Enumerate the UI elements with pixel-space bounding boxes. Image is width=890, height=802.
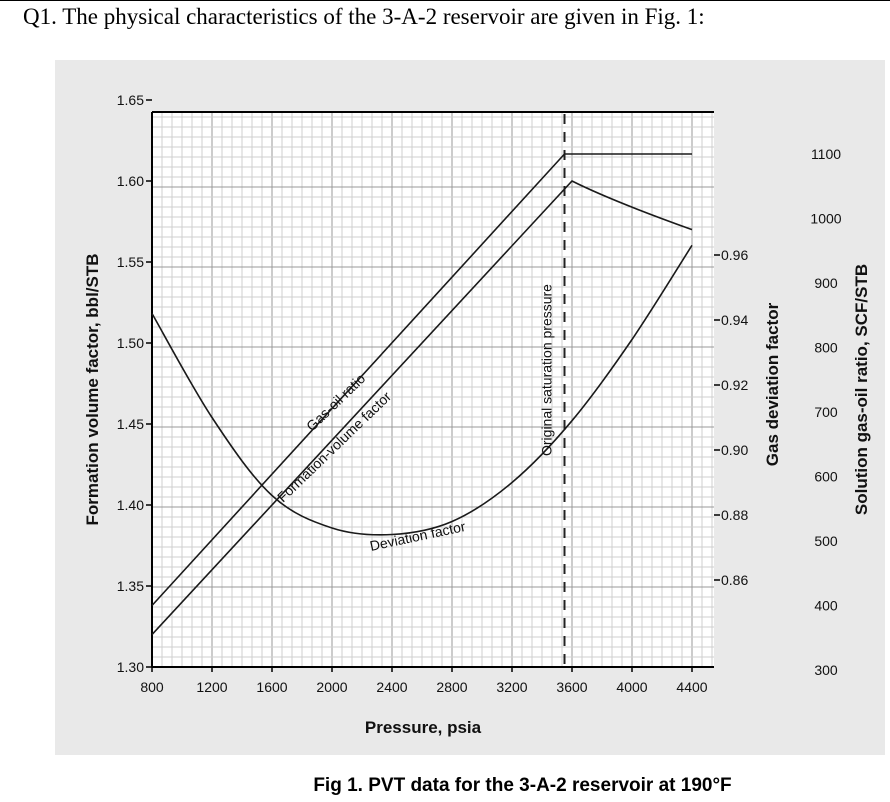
saturation-pressure-label: Original saturation pressure: [539, 284, 555, 456]
right-tick-label: 500: [814, 533, 838, 549]
mid-tick-label: 0.86: [721, 572, 748, 588]
left-tick-label: 1.50: [117, 335, 144, 351]
formation-volume-factor-line: [151, 180, 693, 636]
x-tick-label: 2000: [316, 679, 347, 695]
x-tick-label: 800: [140, 679, 164, 695]
left-tick-label: 1.40: [117, 497, 144, 513]
plot-area: [152, 112, 714, 667]
right-tick-label: 600: [814, 469, 838, 485]
x-tick-label: 1200: [196, 679, 227, 695]
left-tick-label: 1.65: [117, 92, 144, 108]
left-axis-title: Formation volume factor, bbl/STB: [83, 253, 102, 525]
x-tick-label: 3200: [496, 679, 527, 695]
mid-tick-label: 0.96: [721, 247, 748, 263]
left-tick-label: 1.60: [117, 173, 144, 189]
left-tick-label: 1.30: [117, 659, 144, 675]
right-tick-label: 400: [814, 598, 838, 614]
left-tick-label: 1.55: [117, 254, 144, 270]
x-tick-label: 2400: [376, 679, 407, 695]
left-tick-label: 1.45: [117, 416, 144, 432]
figure-caption: Fig 1. PVT data for the 3-A-2 reservoir …: [313, 775, 732, 796]
mid-tick-label: 0.88: [721, 507, 748, 523]
right-tick-label: 1100: [811, 146, 841, 162]
top-rule: [0, 0, 890, 1]
right-tick-label: 700: [814, 404, 838, 420]
x-tick-label: 4400: [676, 679, 707, 695]
x-tick-label: 1600: [256, 679, 287, 695]
right-axis-title: Solution gas-oil ratio, SCF/STB: [852, 264, 871, 515]
deviation-factor-line: [151, 244, 693, 536]
x-tick-label: 3600: [556, 679, 587, 695]
question-text: Q1. The physical characteristics of the …: [23, 4, 705, 29]
x-axis-title: Pressure, psia: [365, 718, 482, 737]
right-tick-label: 300: [814, 662, 838, 678]
chart-grid: [151, 112, 714, 668]
mid-axis-title: Gas deviation factor: [763, 302, 782, 466]
mid-tick-label: 0.90: [721, 442, 748, 458]
x-tick-label: 4000: [616, 679, 647, 695]
right-tick-label: 1000: [810, 211, 841, 227]
chart-axes: 800 1200 1600 2000 2400 2800 3200 3600 4000 4400 P…: [83, 92, 871, 737]
x-tick-label: 2800: [436, 679, 467, 695]
mid-tick-label: 0.94: [721, 312, 748, 328]
chart-series: [151, 114, 693, 667]
gas-oil-ratio-line: [151, 153, 692, 607]
right-tick-label: 900: [814, 275, 838, 291]
left-tick-label: 1.35: [117, 578, 144, 594]
mid-tick-label: 0.92: [721, 377, 748, 393]
right-tick-label: 800: [814, 340, 838, 356]
